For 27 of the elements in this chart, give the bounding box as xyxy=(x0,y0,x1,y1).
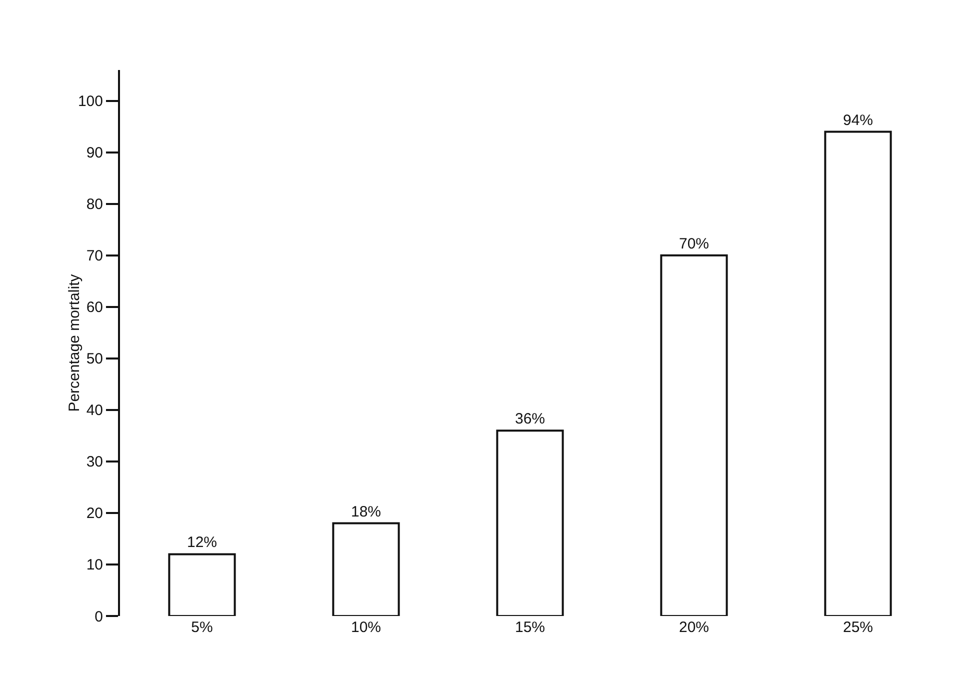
y-tick-label: 100 xyxy=(78,93,103,110)
y-tick-label: 30 xyxy=(86,454,103,471)
bar xyxy=(332,522,400,616)
y-tick-label: 60 xyxy=(86,299,103,316)
data-label: 94% xyxy=(842,112,874,129)
x-tick-label: 15% xyxy=(514,619,546,636)
y-axis-title: Percentage mortality xyxy=(66,274,83,412)
y-tick-label: 90 xyxy=(86,144,103,162)
x-tick-label: 20% xyxy=(678,619,710,636)
data-label: 12% xyxy=(186,534,218,552)
data-label: 36% xyxy=(514,410,546,428)
y-tick-label: 20 xyxy=(86,505,103,522)
x-tick-label: 5% xyxy=(191,619,213,636)
bar xyxy=(496,430,564,616)
bar xyxy=(824,130,892,616)
y-tick-label: 40 xyxy=(86,402,103,420)
bar xyxy=(168,553,236,616)
y-tick-label: 80 xyxy=(86,196,103,214)
bar xyxy=(660,254,728,616)
y-tick-label: 10 xyxy=(86,556,103,574)
y-tick-label: 50 xyxy=(86,350,103,368)
data-label: 70% xyxy=(678,235,710,252)
y-tick-label: 70 xyxy=(86,248,103,265)
x-tick-label: 25% xyxy=(842,619,874,636)
y-tick-label: 0 xyxy=(94,608,103,626)
x-tick-label: 10% xyxy=(350,619,382,636)
data-label: 18% xyxy=(350,503,382,520)
